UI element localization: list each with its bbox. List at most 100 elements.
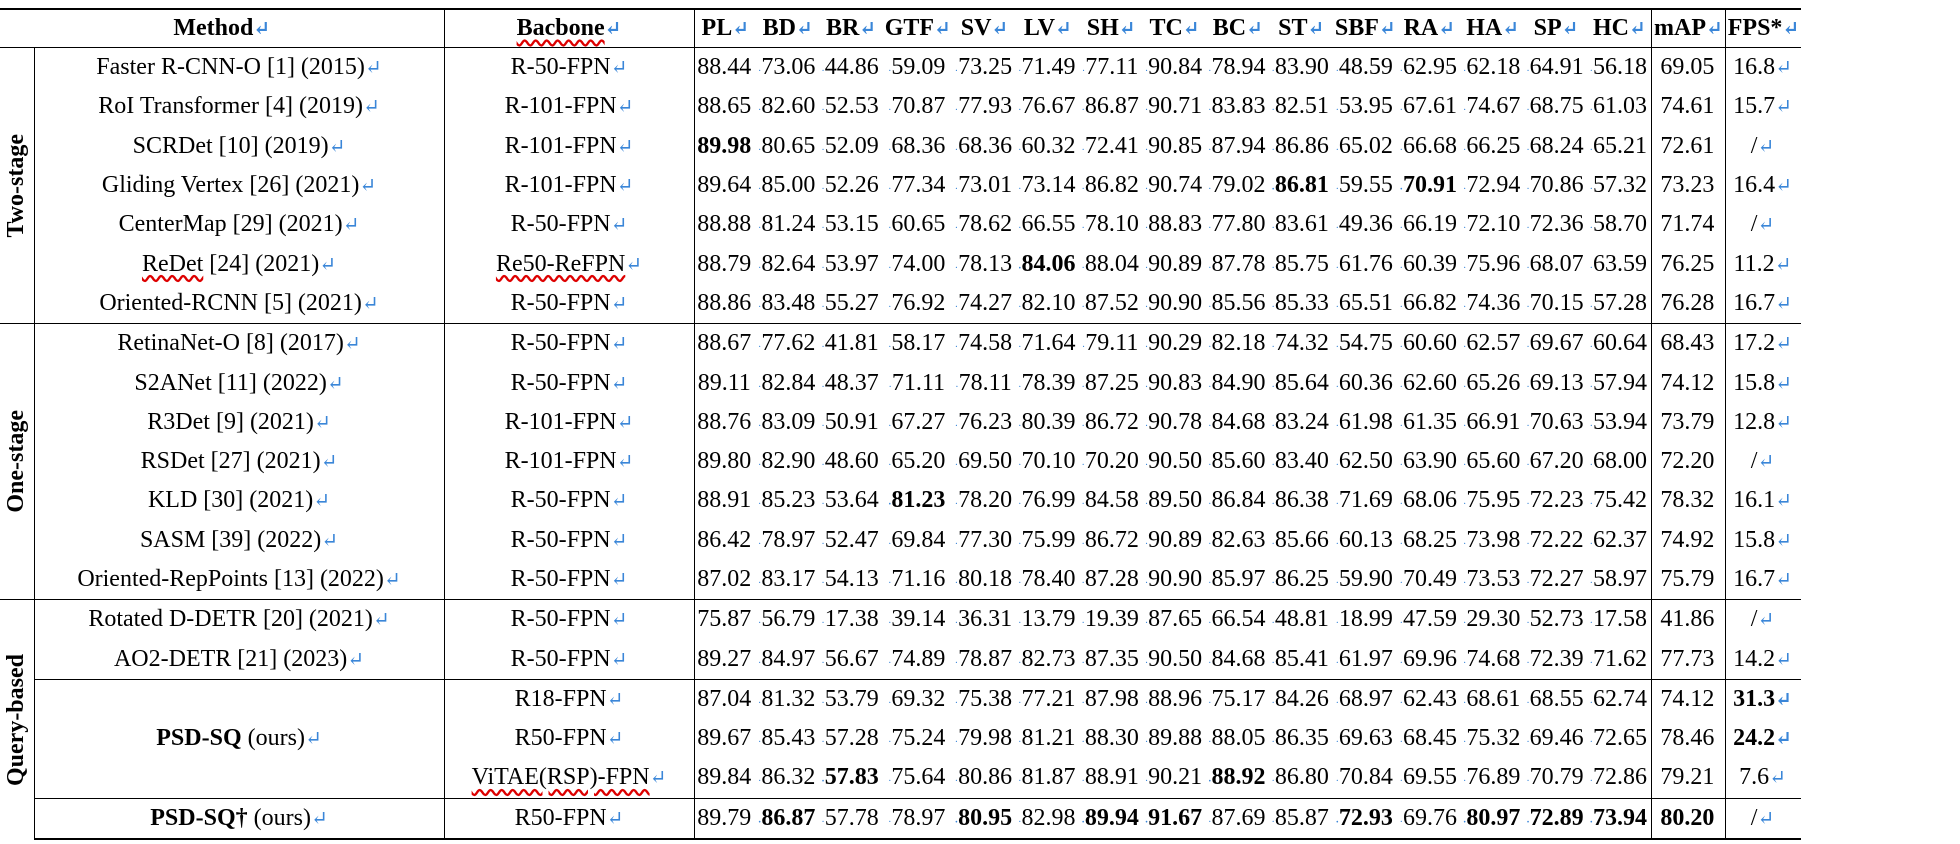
value-text: 36.31 (958, 606, 1013, 633)
value-bd-cell: ·83.17 (756, 560, 819, 600)
paragraph-mark: ↵ (1775, 688, 1792, 711)
value-text: 57.83 (824, 764, 879, 791)
value-text: 85.23 (761, 487, 816, 514)
value-sp-cell: ·69.46 (1524, 719, 1587, 758)
value-text: 67.61 (1402, 93, 1457, 120)
value-text: 19.39 (1084, 606, 1139, 633)
header-sbf: SBF↵ (1332, 8, 1398, 48)
value-sbf-cell: ·65.02 (1333, 127, 1398, 166)
tab-mark: · (1399, 342, 1403, 354)
value-text: 82.60 (761, 93, 816, 120)
tab-mark: · (1462, 301, 1467, 313)
paragraph-mark: ↵ (328, 135, 346, 158)
value-br-cell: ·56.67 (819, 639, 882, 679)
value-text: 74.12 (1660, 369, 1715, 396)
value-bd-cell: ·77.62 (756, 323, 820, 364)
value-sv-cell: ·78.11 (953, 363, 1016, 402)
value-text: 17.2 (1733, 330, 1776, 357)
table-row: One-stage RetinaNet-O [8] (2017)↵ R-50-FPN… (0, 323, 1802, 600)
value-ha-cell: ·75.96 (1461, 244, 1524, 283)
value-text: 15.7 (1733, 93, 1776, 120)
value-text: 84.90 (1211, 369, 1266, 396)
value-text: 90.50 (1148, 645, 1203, 672)
method-name: S2ANet [11] (2022) (134, 369, 327, 396)
value-text: 78.10 (1084, 211, 1139, 238)
value-map-cell: 79.21 (1651, 758, 1726, 799)
tab-mark: · (1462, 737, 1467, 749)
value-br-cell: ·54.13 (819, 560, 882, 600)
value-text: 90.90 (1148, 289, 1203, 316)
tab-mark: · (954, 223, 959, 235)
value-text: 29.30 (1466, 606, 1521, 633)
value-sp-cell: ·68.55 (1524, 678, 1588, 720)
value-text: 60.65 (891, 211, 946, 238)
value-text: 83.17 (761, 566, 816, 592)
tab-mark: · (758, 105, 762, 117)
value-text: 68.25 (1402, 526, 1457, 553)
value-text: 57.28 (824, 725, 879, 752)
paragraph-mark: ↵ (616, 96, 634, 119)
group-label-one-stage: One-stage (0, 323, 35, 600)
tab-mark: · (1399, 578, 1403, 589)
paragraph-mark: ↵ (364, 57, 382, 80)
value-sp-cell: ·69.67 (1524, 323, 1588, 364)
method-name: PSD-SQ (156, 725, 242, 752)
tab-mark: · (1144, 499, 1149, 511)
value-text: 88.83 (1148, 211, 1203, 238)
value-st-cell: ·86.86 (1270, 127, 1333, 166)
value-text: 70.15 (1529, 289, 1584, 316)
tab-mark: · (1526, 381, 1530, 393)
tab-mark: · (1271, 697, 1275, 709)
tab-mark: · (1589, 737, 1594, 749)
value-sh-cell: ·88.30 (1079, 719, 1142, 758)
tab-mark: · (758, 460, 762, 472)
tab-mark: · (1208, 105, 1212, 117)
paragraph-mark: ↵ (342, 214, 360, 237)
value-text: 72.41 (1084, 132, 1139, 159)
tab-mark: · (1589, 262, 1594, 274)
value-lv-cell: ·80.39 (1016, 403, 1079, 442)
value-sh-cell: ·87.28 (1079, 560, 1142, 600)
value-ha-cell: ·74.36 (1461, 284, 1524, 324)
value-text: 85.66 (1274, 526, 1329, 553)
value-text: 86.86 (1274, 132, 1329, 159)
tab-mark: · (1335, 499, 1339, 511)
tab-mark: · (1589, 460, 1594, 472)
value-text: 24.2 (1733, 725, 1776, 752)
value-text: 68.00 (1593, 448, 1648, 475)
value-st-cell: ·74.32 (1269, 323, 1333, 364)
value-text: 62.95 (1402, 54, 1457, 81)
value-map-cell: 74.61 (1651, 87, 1726, 127)
group-label-text: One-stage (3, 410, 30, 513)
value-text: 69.55 (1402, 764, 1457, 791)
value-text: 74.67 (1466, 93, 1521, 120)
value-pl-cell: 88.44 (693, 47, 756, 88)
value-text: 87.65 (1148, 606, 1203, 633)
value-text: 90.89 (1148, 250, 1203, 277)
paragraph-mark: ↵ (1775, 175, 1792, 198)
header-fps: FPS*↵ (1724, 8, 1802, 48)
value-tc-cell: ·90.78 (1143, 403, 1206, 442)
value-bd-cell: ·56.79 (756, 599, 820, 640)
value-text: 87.04 (697, 685, 752, 712)
value-tc-cell: ·90.71 (1143, 87, 1206, 126)
value-text: 75.87 (697, 606, 752, 633)
value-text: 81.23 (891, 487, 946, 514)
tab-mark: · (1018, 737, 1022, 749)
tab-mark: · (1526, 618, 1530, 630)
tab-mark: · (758, 301, 762, 313)
header-ra: RA↵ (1397, 8, 1461, 48)
tab-mark: · (1018, 776, 1022, 788)
value-map-cell: 69.05 (1651, 47, 1726, 88)
value-sbf-cell: ·59.55 (1333, 166, 1398, 205)
value-text: 65.60 (1466, 448, 1521, 475)
value-text: 66.55 (1021, 211, 1076, 238)
value-sp-cell: ·70.86 (1524, 166, 1587, 205)
value-bc-cell: ·87.94 (1206, 127, 1269, 166)
tab-mark: · (1271, 105, 1275, 117)
value-pl-cell: 88.88 (693, 205, 756, 245)
tab-mark: · (954, 460, 959, 472)
value-text: 76.99 (1021, 487, 1076, 514)
tab-mark: · (1018, 342, 1022, 354)
value-text: 54.75 (1338, 330, 1393, 357)
